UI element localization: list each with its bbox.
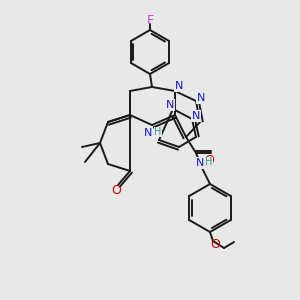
Text: N: N bbox=[196, 158, 204, 168]
Text: H: H bbox=[154, 127, 162, 137]
Text: N: N bbox=[175, 81, 183, 91]
Text: O: O bbox=[111, 184, 121, 196]
Text: O: O bbox=[210, 238, 220, 251]
Text: H: H bbox=[205, 157, 213, 167]
Text: N: N bbox=[144, 128, 152, 138]
Text: N: N bbox=[197, 93, 205, 103]
Text: O: O bbox=[204, 154, 214, 166]
Text: F: F bbox=[146, 14, 154, 28]
Text: N: N bbox=[192, 111, 200, 121]
Text: N: N bbox=[166, 100, 174, 110]
